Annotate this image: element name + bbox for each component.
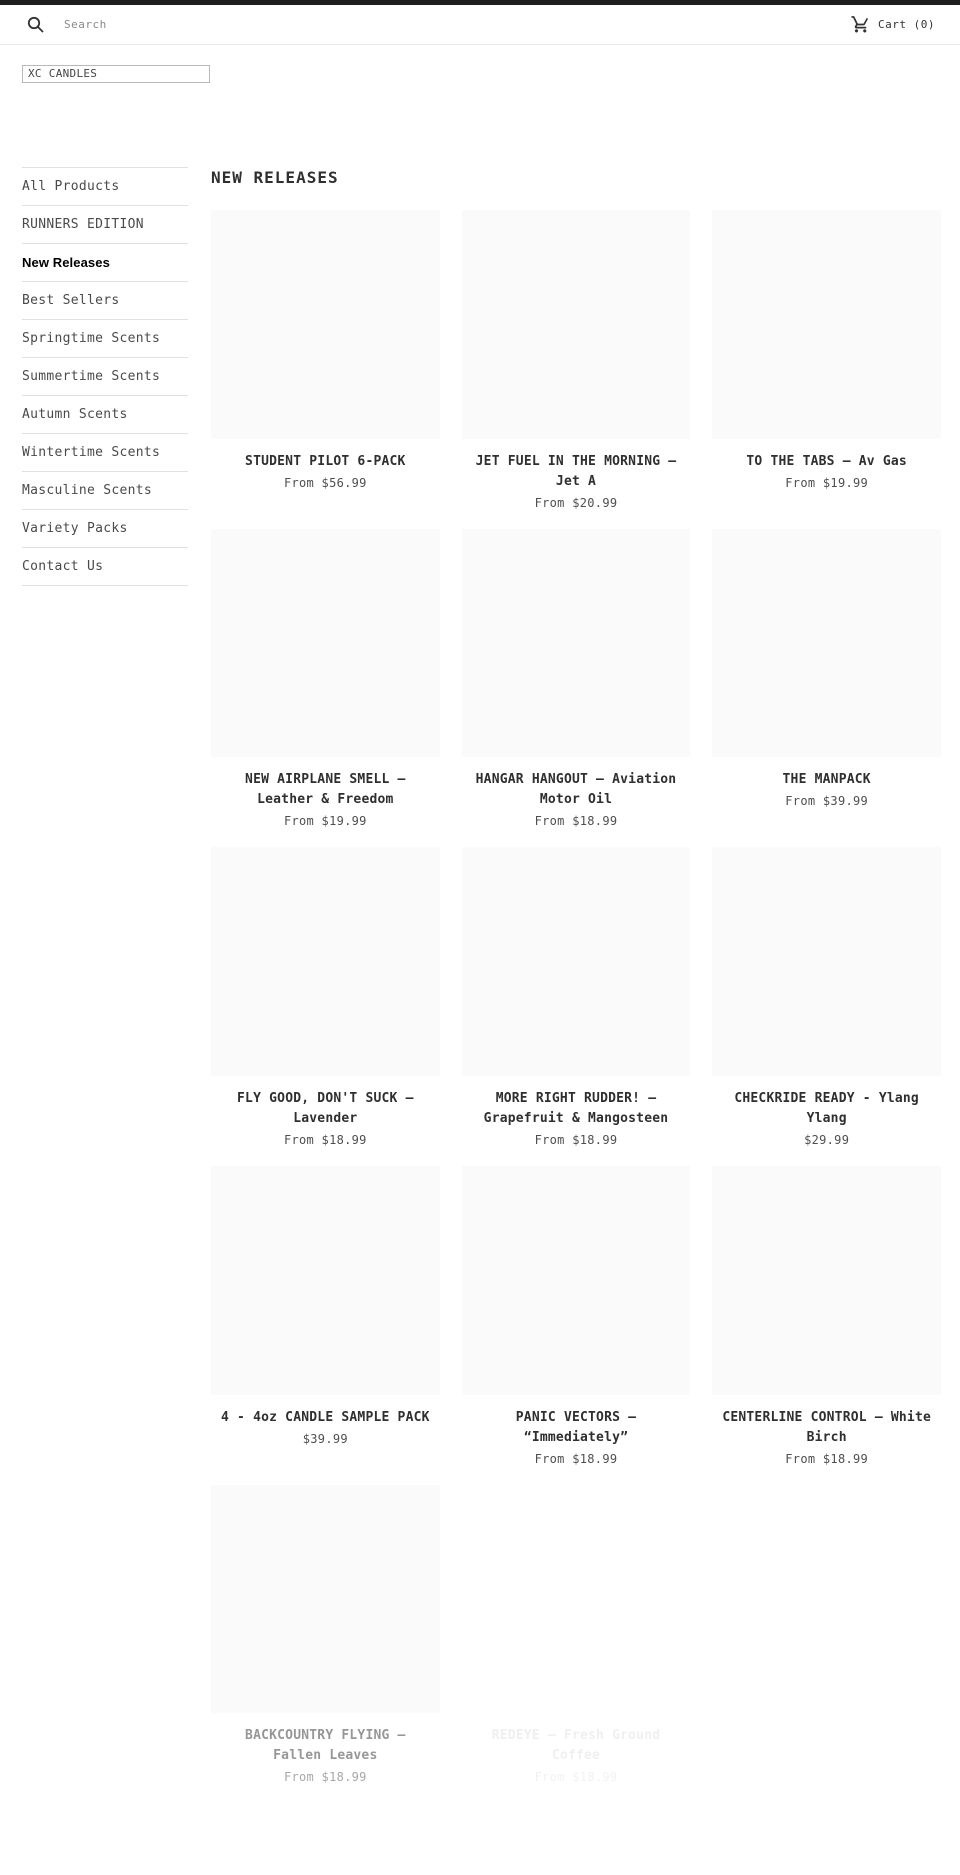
sidebar-item-springtime-scents[interactable]: Springtime Scents bbox=[22, 320, 188, 358]
product-price: $29.99 bbox=[804, 1133, 850, 1148]
product-price: From $18.99 bbox=[534, 1451, 618, 1466]
product-card[interactable]: CHECKRIDE READY - Ylang Ylang $29.99 bbox=[712, 847, 941, 1150]
product-card[interactable]: BACKCOUNTRY FLYING — Fallen Leaves From … bbox=[211, 1484, 440, 1788]
product-card[interactable]: MORE RIGHT RUDDER! — Grapefruit & Mangos… bbox=[461, 847, 691, 1150]
product-card[interactable]: CENTERLINE CONTROL — White Birch From $1… bbox=[712, 1166, 941, 1469]
product-title: STUDENT PILOT 6-PACK bbox=[245, 453, 406, 469]
product-price: From $18.99 bbox=[534, 1770, 618, 1785]
cart-link[interactable]: Cart (0) bbox=[851, 16, 935, 33]
announcement-bar bbox=[0, 0, 960, 5]
product-caption: PANIC VECTORS — “Immediately” From $18.9… bbox=[462, 1408, 691, 1469]
collection-sidebar: All Products RUNNERS EDITION New Release… bbox=[22, 167, 188, 586]
product-caption: REDEYE — Fresh Ground Coffee From $18.99 bbox=[462, 1726, 691, 1787]
product-image-placeholder bbox=[461, 1166, 691, 1395]
product-image-placeholder bbox=[211, 528, 440, 758]
product-title: JET FUEL IN THE MORNING — Jet A bbox=[475, 453, 677, 489]
product-image-placeholder bbox=[461, 1484, 691, 1714]
product-caption: BACKCOUNTRY FLYING — Fallen Leaves From … bbox=[211, 1726, 440, 1787]
product-caption: CENTERLINE CONTROL — White Birch From $1… bbox=[712, 1408, 941, 1469]
product-price: From $56.99 bbox=[283, 475, 367, 490]
product-card[interactable]: JET FUEL IN THE MORNING — Jet A From $20… bbox=[461, 210, 691, 513]
product-image-placeholder bbox=[461, 847, 691, 1077]
product-caption: 4 - 4oz CANDLE SAMPLE PACK $39.99 bbox=[211, 1408, 440, 1449]
product-caption: NEW AIRPLANE SMELL — Leather & Freedom F… bbox=[211, 770, 440, 831]
search-icon[interactable] bbox=[27, 16, 44, 33]
product-card[interactable]: THE MANPACK From $39.99 bbox=[712, 528, 941, 832]
product-caption: MORE RIGHT RUDDER! — Grapefruit & Mangos… bbox=[462, 1089, 691, 1150]
product-image-placeholder bbox=[461, 528, 691, 758]
cart-icon bbox=[851, 16, 878, 33]
collection-main: NEW RELEASES STUDENT PILOT 6-PACK From $… bbox=[211, 167, 941, 1803]
product-price: From $18.99 bbox=[283, 1770, 367, 1785]
product-card[interactable]: STUDENT PILOT 6-PACK From $56.99 bbox=[211, 210, 440, 513]
product-price: $39.99 bbox=[302, 1431, 348, 1446]
product-title: MORE RIGHT RUDDER! — Grapefruit & Mangos… bbox=[483, 1091, 669, 1127]
search-input[interactable] bbox=[64, 18, 484, 31]
product-card[interactable]: TO THE TABS — Av Gas From $19.99 bbox=[712, 210, 941, 513]
cart-label: Cart (0) bbox=[878, 18, 935, 31]
product-image-placeholder bbox=[211, 1166, 440, 1395]
product-card[interactable]: HANGAR HANGOUT — Aviation Motor Oil From… bbox=[461, 528, 691, 832]
product-caption: CHECKRIDE READY - Ylang Ylang $29.99 bbox=[712, 1089, 941, 1150]
search-area bbox=[27, 16, 851, 33]
sidebar-item-summertime-scents[interactable]: Summertime Scents bbox=[22, 358, 188, 396]
logo-row: XC CANDLES bbox=[0, 45, 960, 87]
product-image-placeholder bbox=[712, 1166, 941, 1395]
product-card[interactable]: PANIC VECTORS — “Immediately” From $18.9… bbox=[461, 1166, 691, 1469]
product-price: From $20.99 bbox=[534, 495, 618, 510]
product-title: THE MANPACK bbox=[782, 772, 871, 788]
sidebar-item-new-releases[interactable]: New Releases bbox=[22, 244, 188, 282]
product-title: REDEYE — Fresh Ground Coffee bbox=[491, 1728, 661, 1764]
sidebar-item-autumn-scents[interactable]: Autumn Scents bbox=[22, 396, 188, 434]
page-content: All Products RUNNERS EDITION New Release… bbox=[0, 167, 960, 1863]
sidebar-item-best-sellers[interactable]: Best Sellers bbox=[22, 282, 188, 320]
product-caption: FLY GOOD, DON'T SUCK — Lavender From $18… bbox=[211, 1089, 440, 1150]
product-price: From $19.99 bbox=[785, 475, 869, 490]
sidebar-item-runners-edition[interactable]: RUNNERS EDITION bbox=[22, 206, 188, 244]
product-title: CENTERLINE CONTROL — White Birch bbox=[722, 1409, 932, 1445]
product-title: PANIC VECTORS — “Immediately” bbox=[515, 1409, 637, 1445]
product-caption: TO THE TABS — Av Gas From $19.99 bbox=[712, 452, 941, 493]
product-title: TO THE TABS — Av Gas bbox=[746, 453, 907, 469]
product-card[interactable]: REDEYE — Fresh Ground Coffee From $18.99 bbox=[461, 1484, 691, 1788]
product-image-placeholder bbox=[712, 210, 941, 439]
product-price: From $39.99 bbox=[785, 794, 869, 809]
product-title: BACKCOUNTRY FLYING — Fallen Leaves bbox=[245, 1728, 406, 1764]
product-price: From $18.99 bbox=[283, 1133, 367, 1147]
product-image-placeholder bbox=[211, 210, 440, 439]
product-image-placeholder bbox=[211, 847, 440, 1076]
product-title: FLY GOOD, DON'T SUCK — Lavender bbox=[237, 1091, 414, 1126]
product-image-placeholder bbox=[461, 210, 691, 439]
product-image-placeholder bbox=[211, 1484, 440, 1714]
product-price: From $18.99 bbox=[534, 814, 618, 829]
site-header: Cart (0) bbox=[0, 5, 960, 45]
sidebar-item-contact-us[interactable]: Contact Us bbox=[22, 548, 188, 586]
product-price: From $18.99 bbox=[534, 1133, 618, 1148]
sidebar-item-masculine-scents[interactable]: Masculine Scents bbox=[22, 472, 188, 510]
product-caption: HANGAR HANGOUT — Aviation Motor Oil From… bbox=[462, 770, 691, 831]
product-price: From $19.99 bbox=[283, 814, 367, 829]
product-price: From $18.99 bbox=[785, 1451, 869, 1466]
product-card[interactable]: FLY GOOD, DON'T SUCK — Lavender From $18… bbox=[211, 847, 440, 1150]
collection-list: All Products RUNNERS EDITION New Release… bbox=[22, 167, 188, 586]
product-caption: STUDENT PILOT 6-PACK From $56.99 bbox=[211, 452, 440, 493]
page-title: NEW RELEASES bbox=[211, 168, 339, 187]
product-card[interactable]: NEW AIRPLANE SMELL — Leather & Freedom F… bbox=[211, 528, 440, 832]
product-card[interactable]: 4 - 4oz CANDLE SAMPLE PACK $39.99 bbox=[211, 1166, 440, 1469]
sidebar-item-all-products[interactable]: All Products bbox=[22, 168, 188, 206]
product-grid: STUDENT PILOT 6-PACK From $56.99 JET FUE… bbox=[211, 210, 941, 1803]
product-image-placeholder bbox=[712, 847, 941, 1077]
product-title: CHECKRIDE READY - Ylang Ylang bbox=[734, 1091, 919, 1127]
product-title: NEW AIRPLANE SMELL — Leather & Freedom bbox=[245, 772, 406, 808]
product-title: HANGAR HANGOUT — Aviation Motor Oil bbox=[475, 772, 677, 808]
sidebar-item-variety-packs[interactable]: Variety Packs bbox=[22, 510, 188, 548]
product-caption: JET FUEL IN THE MORNING — Jet A From $20… bbox=[462, 452, 691, 513]
product-caption: THE MANPACK From $39.99 bbox=[712, 770, 941, 811]
sidebar-item-wintertime-scents[interactable]: Wintertime Scents bbox=[22, 434, 188, 472]
product-image-placeholder bbox=[712, 528, 941, 758]
product-title: 4 - 4oz CANDLE SAMPLE PACK bbox=[220, 1409, 430, 1425]
store-logo[interactable]: XC CANDLES bbox=[22, 65, 210, 83]
